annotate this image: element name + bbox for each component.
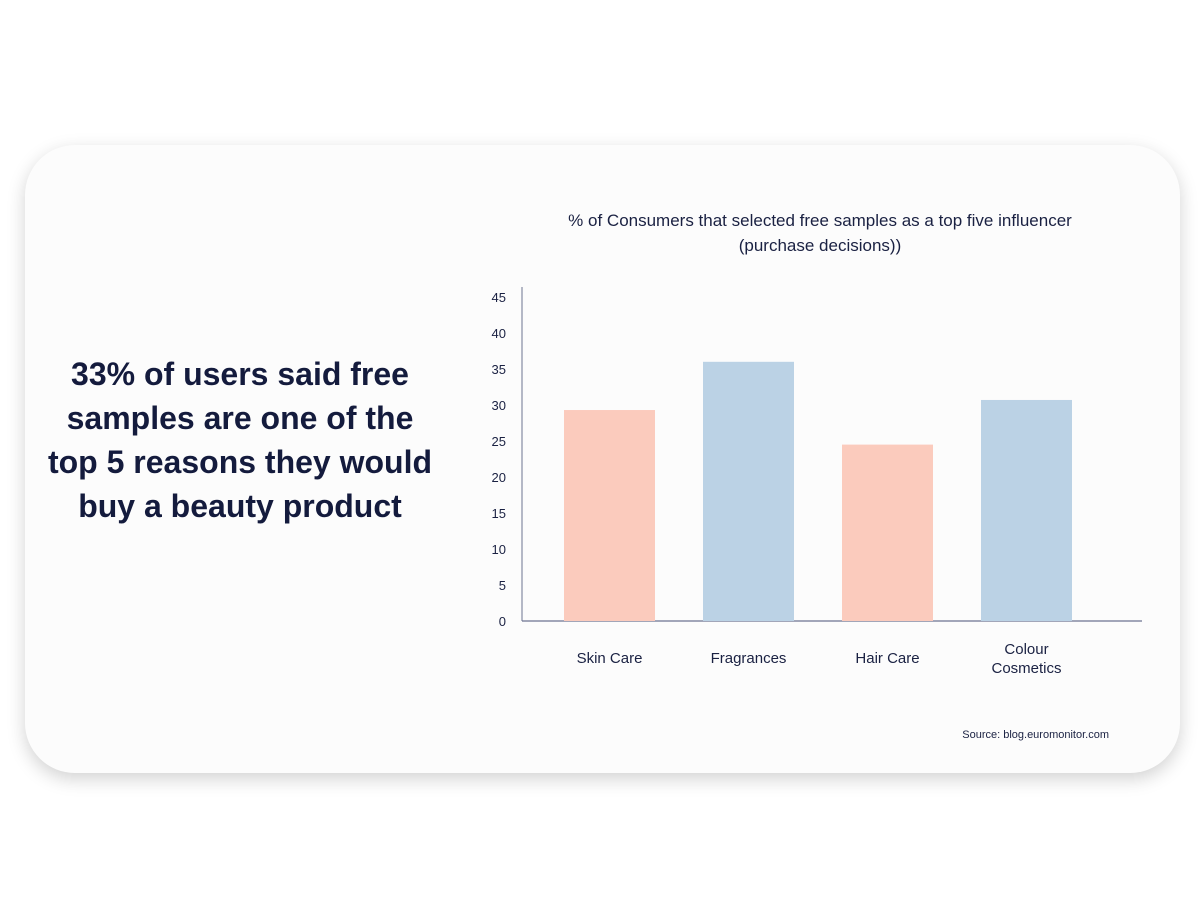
headline: 33% of users said free samples are one o… [47,356,433,524]
source-note: Source: blog.euromonitor.com [962,729,1109,741]
y-tick-label: 45 [492,290,506,305]
bar-fragrances [703,361,794,621]
y-tick-label: 30 [492,398,506,413]
x-tick-label: Fragrances [711,650,787,667]
x-tick-label: Skin Care [577,650,643,667]
y-tick-label: 0 [499,614,506,629]
x-tick-label: Hair Care [855,650,919,667]
y-tick-label: 20 [492,470,506,485]
y-tick-label: 5 [499,578,506,593]
bar-skin-care [564,410,655,621]
y-tick-label: 15 [492,506,506,521]
bar-hair-care [842,444,933,621]
x-tick-label: Colour [1004,641,1048,658]
bar-colour-cosmetics [981,399,1072,621]
y-tick-label: 25 [492,434,506,449]
y-tick-label: 10 [492,542,506,557]
y-tick-label: 40 [492,326,506,341]
y-tick-label: 35 [492,362,506,377]
x-tick-label: Cosmetics [991,660,1061,677]
chart-title: % of Consumers that selected free sample… [568,211,1072,255]
